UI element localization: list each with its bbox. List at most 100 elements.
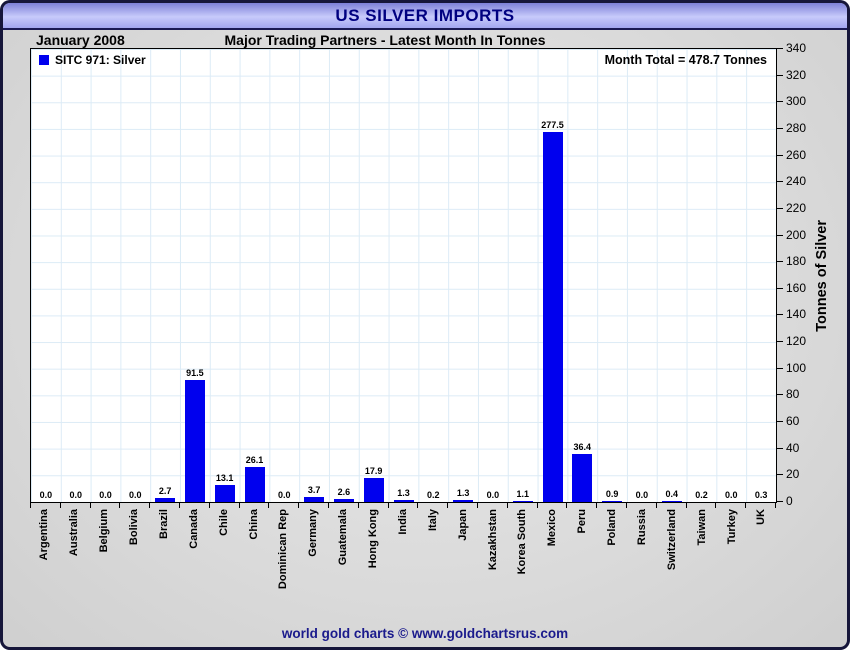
bar-value-label: 0.9 [605, 489, 619, 499]
x-axis-label: Korea South [516, 509, 529, 575]
x-tick [268, 503, 269, 508]
y-tick [777, 367, 783, 369]
x-tick [656, 503, 657, 508]
y-axis-label: 40 [786, 440, 800, 455]
legend: SITC 971: Silver [39, 53, 146, 67]
bar-value-label: 0.3 [754, 490, 768, 500]
bar-value-label: 0.0 [69, 490, 82, 500]
bar [244, 467, 265, 502]
y-tick [777, 154, 783, 156]
x-axis-label: Japan [456, 509, 469, 541]
x-tick [477, 503, 478, 508]
plot-area: 0.0 0.0 0.0 0.0 2.7 91.5 13.1 26.1 0.0 3.7 2.6 17.9… [30, 48, 777, 503]
y-axis-label: 260 [786, 147, 807, 162]
bar [155, 498, 176, 502]
x-axis-label: China [247, 509, 260, 540]
bar-value-label: 0.0 [278, 490, 291, 500]
x-axis-label: Belgium [98, 509, 111, 553]
y-tick [777, 394, 783, 396]
x-tick [149, 503, 150, 508]
x-axis-label: Russia [635, 509, 648, 546]
x-tick [388, 503, 389, 508]
y-axis-label: 80 [786, 387, 800, 402]
x-tick [239, 503, 240, 508]
month-total-annotation: Month Total = 478.7 Tonnes [604, 53, 767, 67]
x-axis-label: Canada [187, 509, 200, 549]
x-axis-label: Italy [426, 509, 439, 532]
x-axis-label: Guatemala [337, 509, 350, 566]
y-tick [777, 447, 783, 449]
bar-value-label: 0.0 [39, 490, 53, 500]
y-tick [777, 341, 783, 343]
x-tick [298, 503, 299, 508]
y-tick [777, 181, 783, 183]
x-tick [119, 503, 120, 508]
bar-value-label: 26.1 [245, 455, 264, 465]
bar [214, 485, 235, 502]
bar-value-label: 1.3 [456, 488, 470, 498]
x-tick [358, 503, 359, 508]
y-axis-label: 20 [786, 467, 800, 482]
x-tick [686, 503, 687, 508]
y-axis-label: 0 [786, 494, 793, 508]
y-tick [777, 101, 783, 103]
x-axis-label: Turkey [725, 509, 738, 545]
y-tick [777, 74, 783, 76]
x-tick [447, 503, 448, 508]
x-axis-label: Mexico [546, 509, 559, 547]
x-tick [60, 503, 61, 508]
x-axis-label: Dominican Rep [277, 509, 290, 590]
bar [542, 132, 563, 502]
bar [184, 380, 205, 502]
x-axis-label: India [396, 509, 409, 535]
y-axis-label: 140 [786, 307, 807, 322]
bar-value-label: 2.7 [158, 486, 172, 496]
bar-value-label: 13.1 [215, 473, 234, 483]
bar-value-label: 36.4 [573, 442, 592, 452]
x-axis-label: Germany [307, 509, 320, 557]
bar-value-label: 17.9 [364, 466, 383, 476]
bar-value-label: 0.0 [635, 490, 649, 500]
x-axis-labels: Argentina Australia Belgium Bolivia Brazil Ca… [30, 509, 777, 621]
x-tick [537, 503, 538, 508]
x-tick [775, 503, 776, 508]
bar [602, 501, 623, 502]
bar-value-label: 0.0 [99, 490, 112, 500]
y-tick [777, 421, 783, 423]
y-tick [777, 261, 783, 263]
y-axis-label: 120 [786, 334, 807, 349]
x-tick [745, 503, 746, 508]
y-tick [777, 501, 783, 502]
bar [512, 501, 533, 502]
y-axis-label: 280 [786, 120, 807, 135]
y-tick [777, 127, 783, 129]
x-tick [507, 503, 508, 508]
bar-value-label: 0.2 [427, 490, 440, 500]
bar-value-label: 1.1 [516, 489, 529, 499]
x-tick [90, 503, 91, 508]
y-axis-label: 100 [786, 360, 807, 375]
x-axis-label: Peru [576, 509, 589, 534]
title-bar: US SILVER IMPORTS [3, 3, 847, 30]
bar [363, 478, 384, 502]
x-axis-label: Brazil [157, 509, 170, 539]
y-tick [777, 287, 783, 289]
y-tick [777, 314, 783, 316]
x-tick [626, 503, 627, 508]
y-axis-label: 340 [786, 41, 807, 55]
x-axis-label: Poland [606, 509, 619, 546]
x-tick [328, 503, 329, 508]
bar-value-label: 2.6 [337, 487, 351, 497]
y-axis-label: 200 [786, 227, 807, 242]
bar [333, 499, 354, 502]
x-tick [30, 503, 31, 508]
x-axis-label: UK [755, 509, 768, 525]
bar-value-label: 0.0 [725, 490, 738, 500]
bar-value-label: 91.5 [186, 368, 204, 378]
x-tick [596, 503, 597, 508]
period-label: January 2008 [36, 32, 125, 48]
chart-subtitle: Major Trading Partners - Latest Month In… [224, 32, 546, 48]
y-axis-label: 240 [786, 174, 807, 189]
y-axis-label: 320 [786, 67, 807, 82]
x-axis-label: Switzerland [665, 509, 678, 571]
